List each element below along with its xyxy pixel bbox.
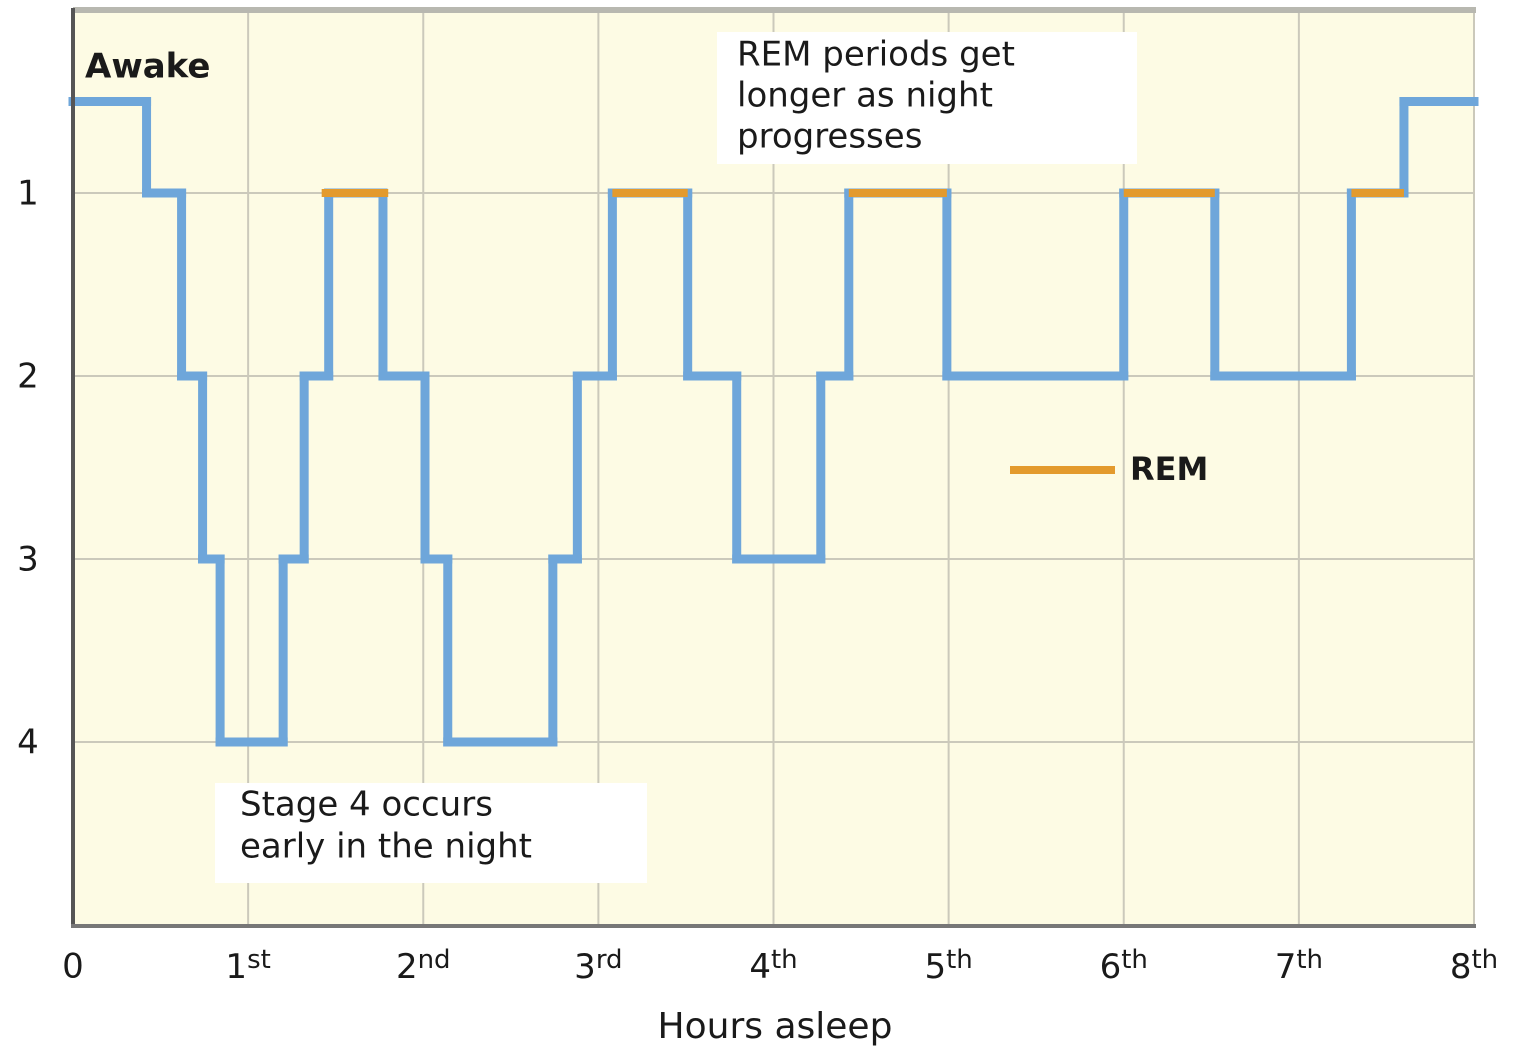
annotation-line: progresses xyxy=(737,117,922,157)
annotation-box xyxy=(717,32,1137,164)
annotation-line: REM periods get xyxy=(737,35,1015,75)
x-tick-label: 8th xyxy=(1450,945,1498,987)
legend-label: REM xyxy=(1130,450,1208,488)
x-tick-label: 2nd xyxy=(396,945,451,987)
annotation-line: longer as night xyxy=(737,76,993,116)
annotation-line: Stage 4 occurs xyxy=(240,785,493,825)
x-tick-label: 5th xyxy=(924,945,972,987)
x-tick-label: 1st xyxy=(225,945,270,987)
x-tick-label: 6th xyxy=(1100,945,1148,987)
y-tick-label: 3 xyxy=(17,540,39,580)
x-tick-label: 0 xyxy=(62,947,84,987)
x-tick-label: 3rd xyxy=(574,945,622,987)
y-tick-label: 2 xyxy=(17,357,39,397)
awake-label: Awake xyxy=(85,47,210,87)
x-tick-label: 7th xyxy=(1275,945,1323,987)
y-tick-label: 4 xyxy=(17,723,39,763)
x-axis-label: Hours asleep xyxy=(658,1006,893,1047)
annotation-line: early in the night xyxy=(240,827,532,867)
x-tick-label: 4th xyxy=(749,945,797,987)
annotation-box xyxy=(215,783,647,883)
y-tick-label: 1 xyxy=(17,174,39,214)
